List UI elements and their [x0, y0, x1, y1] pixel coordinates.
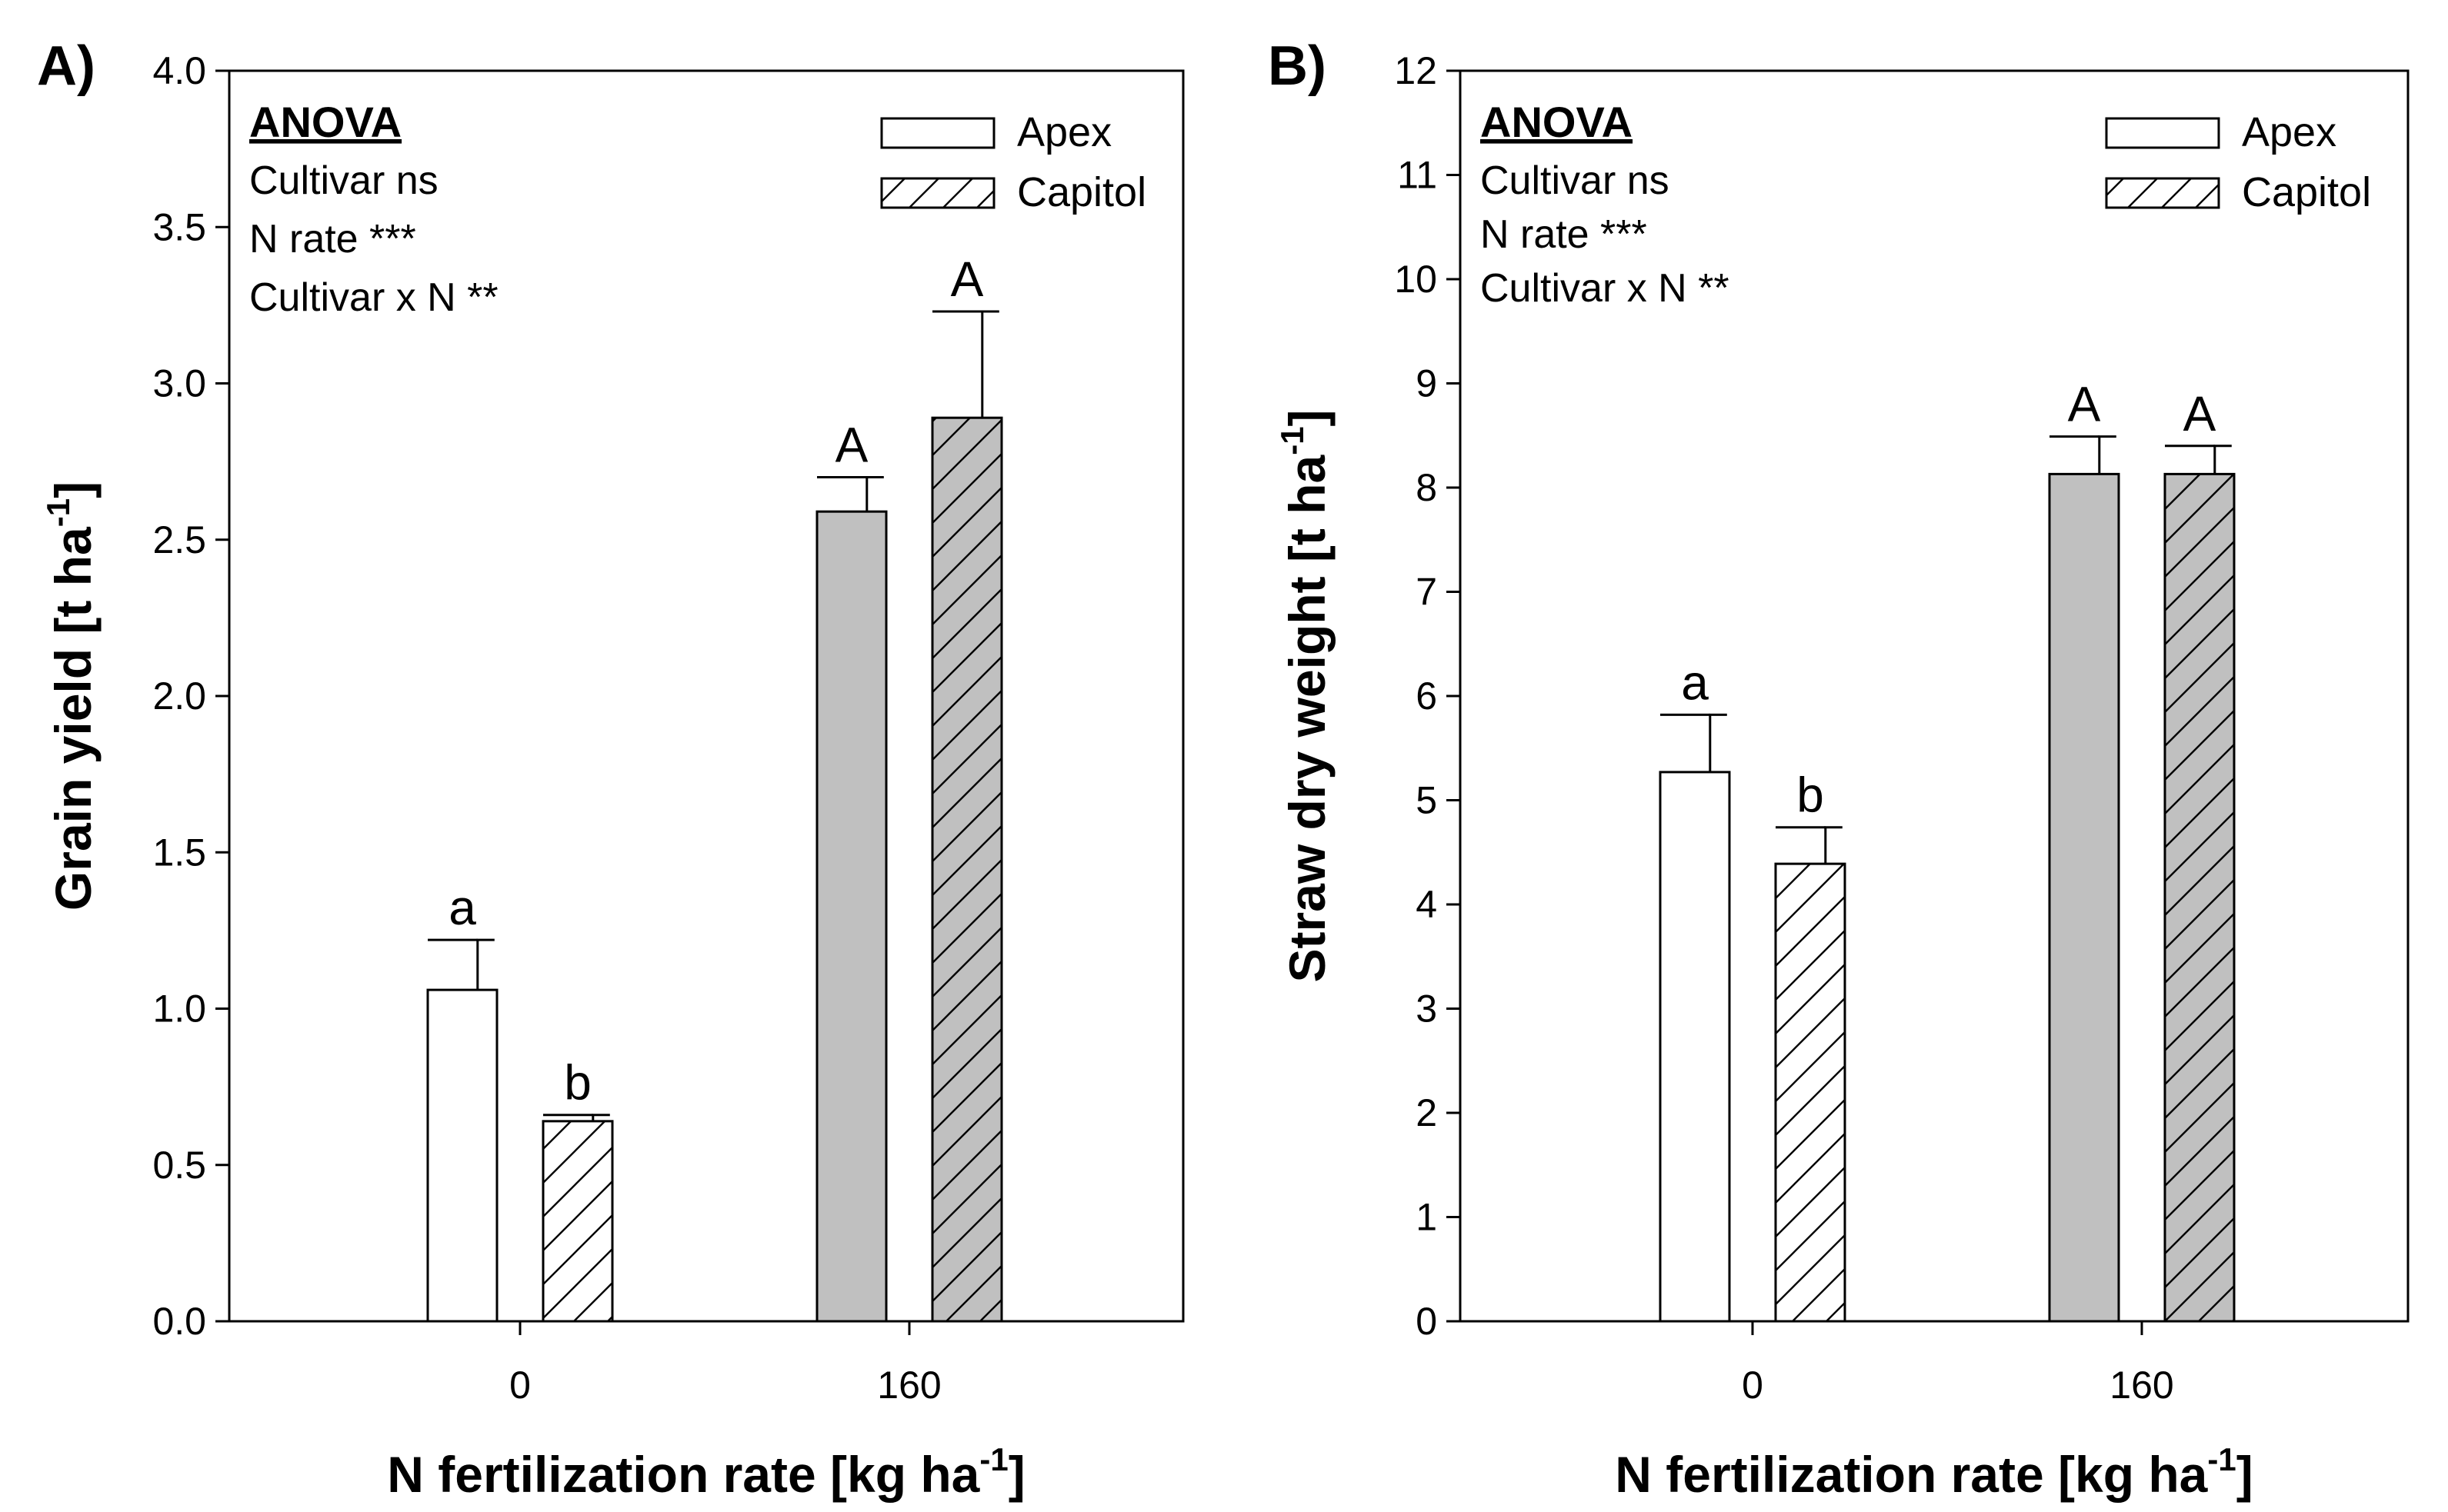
- anova-line: Cultivar x N **: [249, 275, 499, 320]
- x-axis-title: N fertilization rate [kg ha-1]: [387, 1441, 1025, 1503]
- x-tick-label: 160: [877, 1364, 941, 1407]
- legend-swatch-capitol: [880, 177, 996, 209]
- x-axis-title-close: ]: [1009, 1446, 1026, 1503]
- significance-letter: b: [564, 1055, 592, 1111]
- significance-letter: A: [835, 417, 869, 472]
- y-tick-label: 3.5: [152, 205, 206, 248]
- bar-capitol: [2163, 472, 2236, 1323]
- y-tick-label: 4: [1416, 883, 1437, 926]
- y-tick-label: 8: [1416, 466, 1437, 509]
- anova-title: ANOVA: [249, 98, 402, 146]
- y-tick-label: 0: [1416, 1300, 1437, 1343]
- y-axis-title-close: ]: [1279, 409, 1336, 426]
- bar-apex: [1659, 771, 1731, 1323]
- y-tick-label: 1.5: [152, 831, 206, 874]
- panel-label: B): [1268, 35, 1326, 97]
- significance-letter: A: [2068, 377, 2101, 432]
- bar-fill-apex: [1660, 771, 1729, 1321]
- y-tick-label: 0.0: [152, 1300, 206, 1343]
- bar-apex: [815, 510, 888, 1323]
- y-tick-label: 4.0: [152, 49, 206, 92]
- anova-line: N rate ***: [249, 217, 416, 261]
- x-axis-title-close: ]: [2236, 1446, 2253, 1503]
- y-tick-label: 3.0: [152, 362, 206, 405]
- y-axis-title-close: ]: [45, 481, 102, 498]
- y-tick-label: 6: [1416, 674, 1437, 718]
- x-axis-title-sup: -1: [979, 1441, 1008, 1477]
- x-axis-title: N fertilization rate [kg ha-1]: [1615, 1441, 2253, 1503]
- y-tick-label: 9: [1416, 362, 1437, 405]
- legend-label-capitol: Capitol: [2242, 169, 2371, 215]
- y-tick-label: 1.0: [152, 987, 206, 1031]
- significance-letter: a: [1681, 654, 1709, 710]
- plot-frame: [1459, 69, 2410, 1323]
- significance-letter: A: [2183, 386, 2216, 441]
- y-tick-label: 0.5: [152, 1144, 206, 1187]
- significance-letter: b: [1796, 768, 1824, 823]
- y-tick-label: 11: [1397, 154, 1437, 197]
- bar-capitol: [931, 416, 1003, 1323]
- bar-apex: [2048, 472, 2120, 1323]
- x-tick-label: 0: [1742, 1364, 1763, 1407]
- anova-line: Cultivar ns: [249, 158, 439, 203]
- y-tick-label: 2: [1416, 1091, 1437, 1134]
- bar-capitol: [1774, 862, 1846, 1323]
- x-axis-title-sup: -1: [2207, 1441, 2236, 1477]
- legend-swatch-capitol-hatch: [2106, 178, 2219, 208]
- anova-line: N rate ***: [1480, 212, 1647, 257]
- anova-line: Cultivar ns: [1480, 158, 1669, 203]
- anova-line: Cultivar x N **: [1480, 266, 1729, 311]
- y-axis-title-sup: -1: [1274, 426, 1310, 455]
- bar-hatch-capitol: [2165, 474, 2234, 1321]
- y-axis-title-main: Grain yield [t ha: [45, 526, 102, 911]
- anova-title: ANOVA: [1480, 98, 1633, 146]
- legend-swatch-apex: [880, 117, 996, 149]
- legend-swatch-capitol: [2105, 177, 2220, 209]
- significance-letter: a: [449, 880, 476, 935]
- legend-label-apex: Apex: [1017, 109, 1112, 155]
- y-tick-label: 7: [1416, 571, 1437, 614]
- bar-fill-apex: [2049, 474, 2119, 1321]
- y-tick-label: 3: [1416, 987, 1437, 1031]
- bar-hatch-capitol: [543, 1121, 612, 1321]
- legend-label-apex: Apex: [2242, 109, 2336, 155]
- y-tick-label: 12: [1394, 49, 1437, 92]
- x-tick-label: 160: [2109, 1364, 2173, 1407]
- y-axis-title: Grain yield [t ha-1]: [40, 481, 102, 911]
- x-axis-title-main: N fertilization rate [kg ha: [1615, 1446, 2208, 1503]
- legend-swatch-capitol-hatch: [882, 178, 994, 208]
- bar-apex: [426, 988, 499, 1323]
- legend-swatch-apex: [2105, 117, 2220, 149]
- y-tick-label: 1: [1416, 1196, 1437, 1239]
- y-tick-label: 2.0: [152, 674, 206, 718]
- y-axis-title: Straw dry weight [t ha-1]: [1274, 409, 1336, 982]
- bar-capitol: [542, 1120, 614, 1323]
- panel-label: A): [37, 35, 95, 97]
- panel-a: 0.0 0.5 1.0 1.5 2.0 2.5 3.0 3.5 4.0 0 160 a Ab A A) ANO…: [37, 35, 1185, 1503]
- y-tick-label: 10: [1394, 258, 1437, 301]
- y-tick-label: 5: [1416, 779, 1437, 822]
- y-axis-title-sup: -1: [40, 498, 76, 527]
- legend-label-capitol: Capitol: [1017, 169, 1146, 215]
- y-axis-title-main: Straw dry weight [t ha: [1279, 455, 1336, 983]
- y-tick-label: 2.5: [152, 518, 206, 561]
- bar-hatch-capitol: [1776, 864, 1845, 1321]
- bar-fill-apex: [817, 511, 886, 1321]
- x-tick-label: 0: [509, 1364, 531, 1407]
- bar-fill-apex: [428, 990, 497, 1321]
- x-axis-title-main: N fertilization rate [kg ha: [387, 1446, 980, 1503]
- significance-letter: A: [951, 251, 984, 307]
- bar-hatch-capitol: [932, 418, 1002, 1321]
